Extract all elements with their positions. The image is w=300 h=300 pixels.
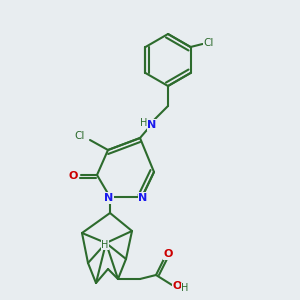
- Text: O: O: [163, 249, 173, 259]
- Text: Cl: Cl: [75, 131, 85, 141]
- Text: O: O: [172, 281, 182, 291]
- Text: H: H: [140, 118, 148, 128]
- Text: N: N: [138, 193, 148, 203]
- Text: Cl: Cl: [203, 38, 214, 48]
- Text: H: H: [181, 283, 189, 293]
- Text: H: H: [101, 240, 109, 250]
- Text: N: N: [104, 193, 114, 203]
- Text: O: O: [68, 171, 78, 181]
- Text: N: N: [147, 120, 157, 130]
